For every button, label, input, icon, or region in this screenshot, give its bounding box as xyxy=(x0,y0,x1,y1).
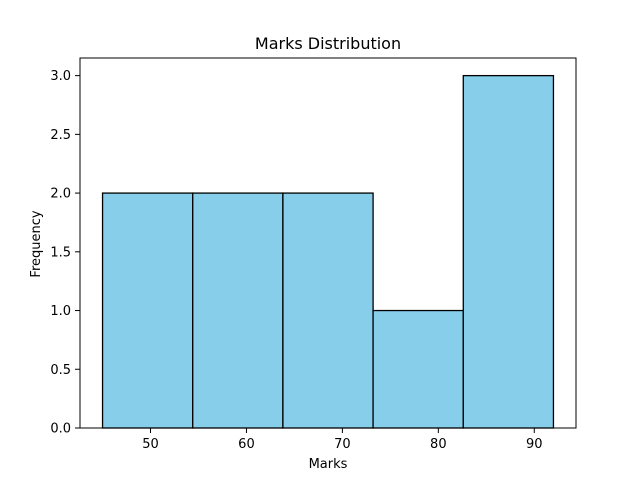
x-axis-label: Marks xyxy=(309,457,348,472)
y-tick-label: 2.5 xyxy=(50,128,71,143)
y-tick-label: 1.5 xyxy=(50,245,71,260)
histogram-bar-2 xyxy=(192,192,284,429)
y-tick-label: 3.0 xyxy=(50,69,71,84)
histogram-bar-1 xyxy=(101,192,194,429)
axes-frame xyxy=(79,57,577,429)
histogram-bar-5 xyxy=(462,74,555,429)
histogram-bar-3 xyxy=(282,192,374,429)
y-tick-label: 2.0 xyxy=(50,187,71,202)
chart-title: Marks Distribution xyxy=(255,34,401,53)
x-tick-label: 50 xyxy=(142,437,159,452)
plot-area: 50 60 70 80 90 0.0 0.5 1.0 1.5 2.0 2.5 3.0 xyxy=(50,57,577,452)
histogram-bar-4 xyxy=(372,309,464,429)
x-tick-label: 70 xyxy=(334,437,351,452)
y-tick-label: 0.5 xyxy=(50,363,71,378)
x-tick-label: 80 xyxy=(430,437,447,452)
y-tick-label: 0.0 xyxy=(50,422,71,437)
y-tick-label: 1.0 xyxy=(50,304,71,319)
y-axis-label: Frequency xyxy=(29,210,44,277)
x-tick-label: 60 xyxy=(238,437,255,452)
x-tick-label: 90 xyxy=(526,437,543,452)
